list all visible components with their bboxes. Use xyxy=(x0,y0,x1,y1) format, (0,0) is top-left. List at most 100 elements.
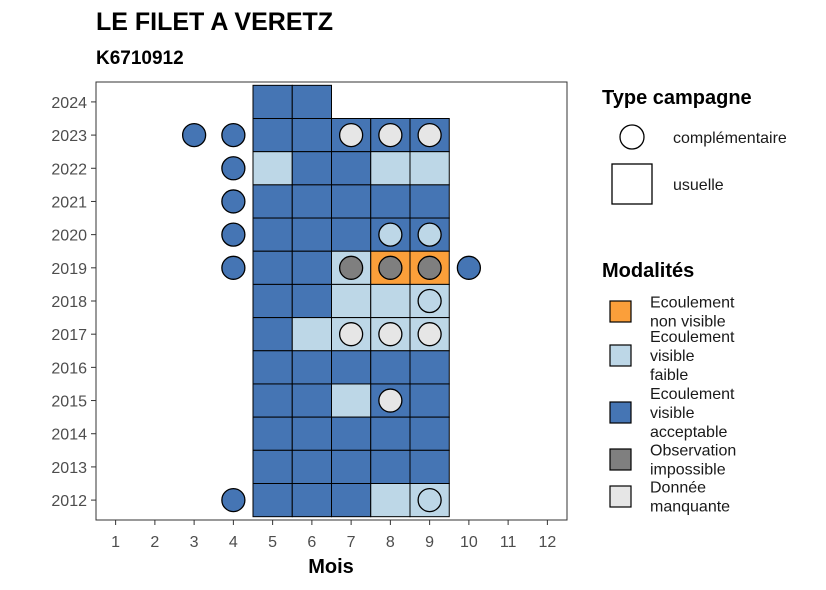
square-2016-5 xyxy=(252,350,293,385)
x-tick-label: 2 xyxy=(150,534,159,551)
square-2012-8 xyxy=(370,483,411,518)
circle-2012-9 xyxy=(417,487,442,513)
y-tick-label: 2017 xyxy=(51,327,87,344)
square-2015-5 xyxy=(252,383,293,418)
y-tick-label: 2023 xyxy=(51,128,87,145)
legend-label-line: Observation xyxy=(650,443,736,460)
square-2012-5 xyxy=(252,483,293,518)
y-tick-label: 2021 xyxy=(51,194,87,211)
square-2021-9 xyxy=(409,184,450,219)
circle-2023-8 xyxy=(378,122,403,148)
x-tick-label: 11 xyxy=(500,534,517,551)
square-2015-9 xyxy=(409,383,450,418)
legend-label-line: Ecoulement xyxy=(650,386,735,403)
y-tick-label: 2024 xyxy=(51,95,87,112)
square-2014-5 xyxy=(252,416,293,451)
square-2022-5 xyxy=(252,151,293,186)
y-tick-label: 2022 xyxy=(51,161,87,178)
circle-2017-9 xyxy=(417,322,442,347)
square-2022-8 xyxy=(370,151,411,186)
square-2012-6 xyxy=(291,483,332,518)
circle-2020-8 xyxy=(378,222,403,247)
square-2017-5 xyxy=(252,317,293,352)
y-tick-label: 2016 xyxy=(51,360,87,377)
y-tick-label: 2013 xyxy=(51,460,87,477)
square-2021-6 xyxy=(291,184,332,219)
circle-2019-9 xyxy=(417,255,442,280)
square-2024-5 xyxy=(252,84,293,120)
x-tick-label: 9 xyxy=(425,534,434,551)
circle-2021-4 xyxy=(221,189,246,214)
square-2022-9 xyxy=(409,151,450,186)
square-2018-7 xyxy=(331,283,372,319)
square-2017-6 xyxy=(291,317,332,352)
circle-2017-8 xyxy=(378,322,403,347)
square-2021-7 xyxy=(331,184,372,219)
legend-label-line: impossible xyxy=(650,462,726,479)
x-axis: 1 2 3 4 5 6 7 8 9 10 11 12 xyxy=(111,520,556,551)
square-2020-5 xyxy=(252,217,293,252)
circle-2020-4 xyxy=(221,222,246,247)
legend-label-complementaire: complémentaire xyxy=(673,130,787,147)
square-2013-7 xyxy=(331,449,372,484)
square-2022-6 xyxy=(291,151,332,186)
square-2020-7 xyxy=(331,217,372,252)
square-2018-5 xyxy=(252,283,293,319)
square-2019-5 xyxy=(252,250,293,285)
circle-2023-7 xyxy=(338,122,364,148)
legend-label-B: Ecoulement visible faible xyxy=(650,329,735,384)
circle-2015-8 xyxy=(378,388,403,413)
circle-2018-9 xyxy=(417,288,442,314)
chart-subtitle: K6710912 xyxy=(96,48,184,69)
square-2018-6 xyxy=(291,283,332,319)
legend-key-A xyxy=(609,300,632,323)
square-2016-8 xyxy=(370,350,411,385)
legend-key-D xyxy=(609,448,632,471)
square-2018-8 xyxy=(370,283,411,319)
square-2022-7 xyxy=(331,151,372,186)
x-tick-label: 10 xyxy=(460,534,478,551)
legend-modalites-title: Modalités xyxy=(602,260,694,282)
circle-2023-3 xyxy=(181,122,207,148)
x-axis-title: Mois xyxy=(308,556,354,578)
legend-key-C xyxy=(609,401,632,424)
y-tick-label: 2018 xyxy=(51,294,87,311)
y-tick-label: 2019 xyxy=(51,261,87,278)
legend-label-line: visible xyxy=(650,405,695,422)
legend-label-line: manquante xyxy=(650,499,730,516)
x-tick-label: 4 xyxy=(229,534,238,551)
legend-label-line: non visible xyxy=(650,314,726,331)
square-2013-9 xyxy=(409,449,450,484)
x-tick-label: 7 xyxy=(347,534,356,551)
legend-label-line: acceptable xyxy=(650,424,727,441)
x-tick-label: 3 xyxy=(190,534,199,551)
square-2021-5 xyxy=(252,184,293,219)
square-2021-8 xyxy=(370,184,411,219)
square-2023-6 xyxy=(291,118,332,153)
y-tick-label: 2020 xyxy=(51,228,87,245)
legend-key-B xyxy=(609,344,632,367)
y-tick-label: 2014 xyxy=(51,427,87,444)
square-2015-6 xyxy=(291,383,332,418)
square-2016-7 xyxy=(331,350,372,385)
circle-2019-10 xyxy=(456,255,482,280)
square-2014-9 xyxy=(409,416,450,451)
legend-modalites: Modalités Ecoulement non visibleEcoulemen… xyxy=(602,260,736,516)
circle-2023-4 xyxy=(221,122,246,148)
legend-label-C: Ecoulement visible acceptable xyxy=(650,386,735,441)
legend-key-E xyxy=(609,485,632,508)
circle-2012-4 xyxy=(221,487,246,513)
y-tick-label: 2012 xyxy=(51,493,87,510)
square-2024-6 xyxy=(291,84,332,120)
legend-label-line: Ecoulement xyxy=(650,329,735,346)
x-tick-label: 5 xyxy=(268,534,277,551)
square-2013-6 xyxy=(291,449,332,484)
square-2016-6 xyxy=(291,350,332,385)
chart-title: LE FILET A VERETZ xyxy=(96,8,333,36)
legend-label-A: Ecoulement non visible xyxy=(650,295,735,331)
square-2013-5 xyxy=(252,449,293,484)
x-tick-label: 1 xyxy=(111,534,120,551)
x-tick-label: 6 xyxy=(307,534,316,551)
square-2014-8 xyxy=(370,416,411,451)
y-tick-label: 2015 xyxy=(51,394,87,411)
